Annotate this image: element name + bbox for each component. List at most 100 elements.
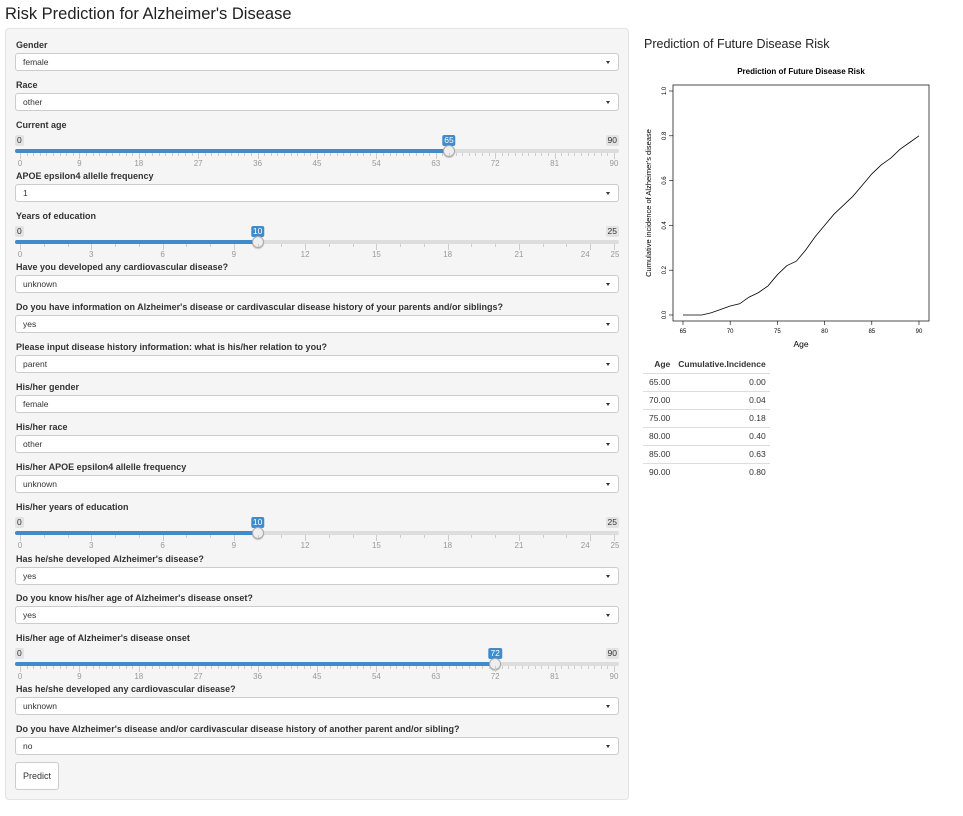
slider-tick-labels: 0 3 6 9 12 15 18 21 24 25	[15, 541, 620, 551]
slider-tick	[191, 666, 193, 669]
slider-tick	[471, 244, 473, 247]
slider-tick	[251, 153, 252, 156]
slider-tick	[423, 535, 425, 538]
slider-tick	[429, 666, 431, 669]
risk-table: Age Cumulative.Incidence 65.00 0.00 70.00 0…	[643, 357, 770, 481]
slider-tick	[125, 153, 127, 156]
slider-tick	[409, 666, 411, 669]
slider-tick	[218, 666, 219, 669]
select-input[interactable]: other	[15, 435, 619, 453]
slider-tick	[462, 666, 464, 669]
slider-tick	[92, 666, 94, 669]
range-slider[interactable]: 0 25 10 0 3 6 9 12 15 18 21 24 25	[15, 517, 619, 550]
slider-tick	[495, 153, 497, 159]
select-input[interactable]: 1	[15, 184, 619, 202]
slider-tick	[594, 666, 596, 669]
slider-tick	[442, 153, 444, 156]
age-cell: 70.00	[643, 390, 675, 409]
select-value: female	[23, 399, 49, 409]
slider-tick	[251, 666, 252, 669]
predict-button[interactable]: Predict	[15, 762, 59, 790]
field-label: Race	[16, 80, 38, 90]
slider-tick	[594, 153, 596, 156]
chevron-down-icon	[606, 61, 610, 64]
slider-tick	[231, 153, 233, 156]
range-slider[interactable]: 0 25 10 0 3 6 9 12 15 18 21 24 25	[15, 226, 619, 259]
plot-frame	[672, 84, 930, 322]
slider-tick	[607, 153, 609, 156]
slider-tick	[566, 535, 568, 538]
select-input[interactable]: female	[15, 395, 619, 413]
slider-tick	[567, 666, 569, 669]
slider-handle[interactable]	[251, 527, 264, 539]
slider-tick	[145, 153, 147, 156]
table-header-age: Age	[643, 357, 675, 374]
slider-tick	[53, 153, 54, 156]
slider-tick	[20, 535, 21, 541]
incidence-cell: 0.63	[674, 444, 770, 463]
slider-tick	[590, 535, 592, 541]
chevron-down-icon	[606, 443, 610, 446]
slider-tick	[210, 244, 212, 247]
slider-tick	[92, 153, 94, 156]
slider-tick	[264, 666, 266, 669]
slider-tick	[554, 666, 556, 672]
slider-value-label: 10	[250, 517, 265, 528]
select-input[interactable]: other	[15, 93, 619, 111]
slider-tick-label: 3	[89, 250, 94, 259]
select-input[interactable]: unknown	[15, 275, 619, 293]
slider-tick	[281, 535, 283, 538]
y-tick-label: 0.6	[662, 176, 668, 185]
slider-tick	[475, 153, 477, 156]
slider-tick	[614, 244, 615, 250]
slider-tick	[317, 666, 318, 672]
slider-tick-label: 6	[160, 541, 165, 550]
slider-tick	[112, 666, 114, 669]
slider-tick	[614, 153, 615, 159]
slider-tick	[468, 153, 470, 156]
chevron-down-icon	[606, 323, 610, 326]
slider-fill	[15, 662, 496, 666]
slider-handle[interactable]	[443, 145, 455, 157]
slider-tick	[396, 666, 398, 669]
select-input[interactable]: yes	[15, 606, 619, 624]
slider-tick	[455, 666, 457, 669]
slider-tick	[376, 244, 378, 250]
select-input[interactable]: no	[15, 737, 619, 755]
slider-min-label: 0	[15, 226, 24, 237]
slider-tick	[328, 244, 330, 247]
x-tick-label: 70	[727, 329, 734, 335]
incidence-cell: 0.80	[674, 462, 770, 481]
range-slider[interactable]: 0 90 72 0 9 18 27 36 45 54 63 72 81 90	[15, 648, 619, 681]
slider-tick	[541, 666, 543, 669]
slider-tick	[191, 153, 193, 156]
select-input[interactable]: female	[15, 53, 619, 71]
slider-track	[15, 531, 619, 535]
slider-tick	[79, 153, 81, 159]
range-slider[interactable]: 0 90 65 0 9 18 27 36 45 54 63 72 81 90	[15, 135, 619, 168]
select-input[interactable]: unknown	[15, 697, 619, 715]
chevron-down-icon	[606, 745, 610, 748]
slider-tick	[26, 666, 28, 669]
slider-tick	[270, 666, 272, 669]
select-input[interactable]: yes	[15, 567, 619, 585]
slider-tick	[72, 666, 74, 669]
slider-tick	[501, 153, 503, 156]
slider-tick	[119, 153, 120, 156]
chevron-down-icon	[606, 614, 610, 617]
slider-handle[interactable]	[251, 236, 264, 248]
slider-tick	[20, 666, 21, 672]
slider-tick	[328, 535, 330, 538]
slider-tick-label: 9	[231, 541, 237, 550]
slider-tick	[112, 153, 114, 156]
select-input[interactable]: parent	[15, 355, 619, 373]
slider-tick-label: 21	[514, 250, 524, 259]
slider-tick-label: 9	[77, 159, 82, 168]
slider-tick	[518, 244, 520, 250]
select-input[interactable]: yes	[15, 315, 619, 333]
slider-tick	[165, 666, 167, 669]
select-input[interactable]: unknown	[15, 475, 619, 493]
field-label: His/her race	[16, 422, 68, 432]
slider-tick	[389, 666, 391, 669]
field-label: Gender	[16, 40, 48, 50]
